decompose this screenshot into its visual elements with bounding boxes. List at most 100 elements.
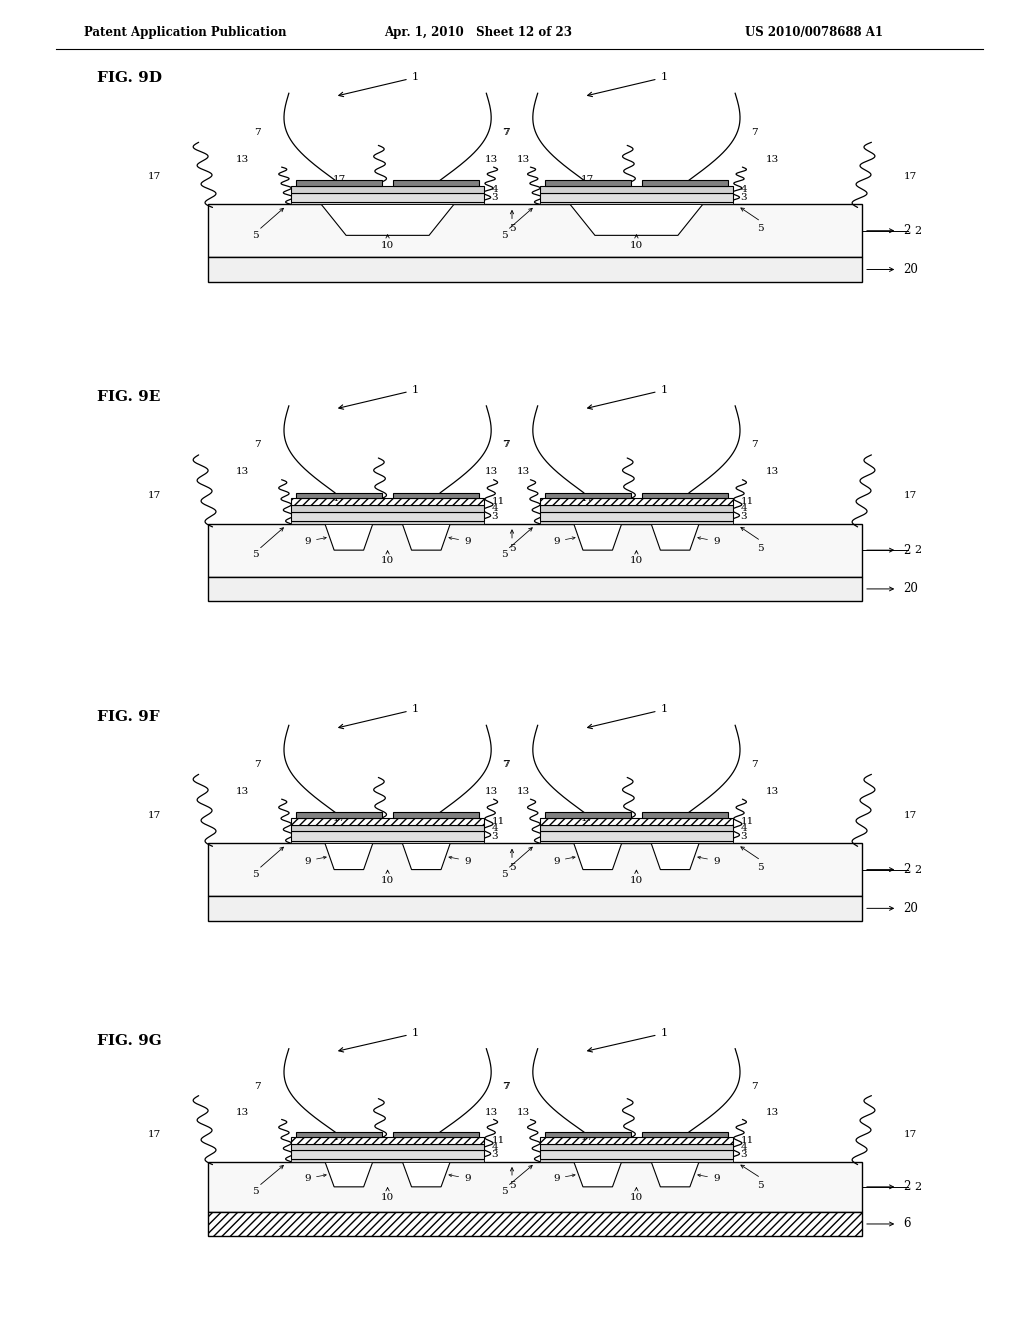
Text: 5: 5 [253,550,259,560]
Text: 13: 13 [485,467,498,477]
Bar [208,257,862,282]
Text: 5: 5 [502,231,508,240]
Text: 5: 5 [509,1181,515,1189]
Text: 3: 3 [492,193,499,202]
Bar [540,1150,733,1159]
Bar [540,506,733,512]
Text: 7: 7 [751,128,758,137]
Bar [208,577,862,602]
Text: 2: 2 [904,224,911,238]
Text: 2: 2 [914,1181,922,1192]
Text: 1: 1 [588,385,668,409]
Bar [291,499,484,506]
Text: 10: 10 [381,556,394,565]
Text: 4: 4 [492,824,499,833]
Text: 1: 1 [339,1028,419,1052]
Text: 13: 13 [766,467,778,477]
Text: 4: 4 [740,824,748,833]
Bar [208,1212,862,1236]
Bar [291,1143,484,1150]
Text: 17: 17 [148,172,161,181]
Text: 10: 10 [630,556,643,565]
Text: 3: 3 [740,512,748,521]
Polygon shape [325,524,373,550]
Text: 1: 1 [588,705,668,729]
Text: 17: 17 [582,176,594,183]
Text: 20: 20 [904,902,919,915]
Polygon shape [325,1162,373,1187]
Text: 5: 5 [502,1187,508,1196]
Text: 3: 3 [492,512,499,521]
Bar [540,825,733,832]
Bar [540,202,733,205]
Bar [296,1131,382,1138]
Bar [540,521,733,524]
Text: 5: 5 [253,1187,259,1196]
Text: 17: 17 [582,814,594,822]
Text: 5: 5 [758,224,764,234]
Bar [291,202,484,205]
Text: 11: 11 [492,498,505,507]
Text: FIG. 9D: FIG. 9D [97,71,162,84]
Text: 5: 5 [502,550,508,560]
Text: US 2010/0078688 A1: US 2010/0078688 A1 [745,26,884,38]
Text: 17: 17 [904,172,916,181]
Text: 17: 17 [582,1134,594,1142]
Text: 9: 9 [553,1175,560,1183]
Text: FIG. 9F: FIG. 9F [97,710,160,723]
Text: 4: 4 [740,185,748,194]
Text: 13: 13 [485,1107,498,1117]
Text: 9: 9 [304,537,311,546]
Bar [291,832,484,841]
Text: 2: 2 [904,863,911,876]
Bar [393,492,479,499]
Text: 5: 5 [509,863,515,873]
Bar [642,180,728,186]
Text: 13: 13 [237,1107,250,1117]
Text: 2: 2 [914,226,922,236]
Text: 5: 5 [509,224,515,234]
Bar [208,205,862,257]
Bar [540,186,733,193]
Text: 20: 20 [904,582,919,595]
Text: 7: 7 [503,441,510,450]
Text: 7: 7 [751,1081,758,1090]
Bar [545,180,631,186]
Text: 7: 7 [502,760,509,770]
Polygon shape [402,1162,451,1187]
Bar [393,1131,479,1138]
Text: 13: 13 [485,787,498,796]
Text: 2: 2 [914,545,922,556]
Text: 17: 17 [904,1130,916,1139]
Text: 13: 13 [517,1107,529,1117]
Text: 9: 9 [553,537,560,546]
Text: 9: 9 [713,1175,720,1183]
Text: 3: 3 [492,832,499,841]
Text: Patent Application Publication: Patent Application Publication [84,26,287,38]
Text: 1: 1 [339,705,419,729]
Bar [208,843,862,896]
Text: 13: 13 [237,467,250,477]
Text: 17: 17 [904,491,916,500]
Text: 17: 17 [148,1130,161,1139]
Text: FIG. 9E: FIG. 9E [97,391,161,404]
Text: 10: 10 [381,875,394,884]
Text: 7: 7 [503,760,510,770]
Text: 5: 5 [253,870,259,879]
Text: 1: 1 [339,385,419,409]
Text: 5: 5 [502,870,508,879]
Text: 3: 3 [740,832,748,841]
Bar [291,512,484,521]
Polygon shape [402,524,451,550]
Text: 11: 11 [740,498,754,507]
Bar [208,1162,862,1212]
Text: 7: 7 [254,128,261,137]
Text: 10: 10 [381,242,394,249]
Text: 7: 7 [254,1081,261,1090]
Text: 4: 4 [740,504,748,513]
Text: 1: 1 [339,73,419,96]
Text: 3: 3 [492,1150,499,1159]
Bar [291,521,484,524]
Text: 13: 13 [517,154,529,164]
Bar [540,1159,733,1162]
